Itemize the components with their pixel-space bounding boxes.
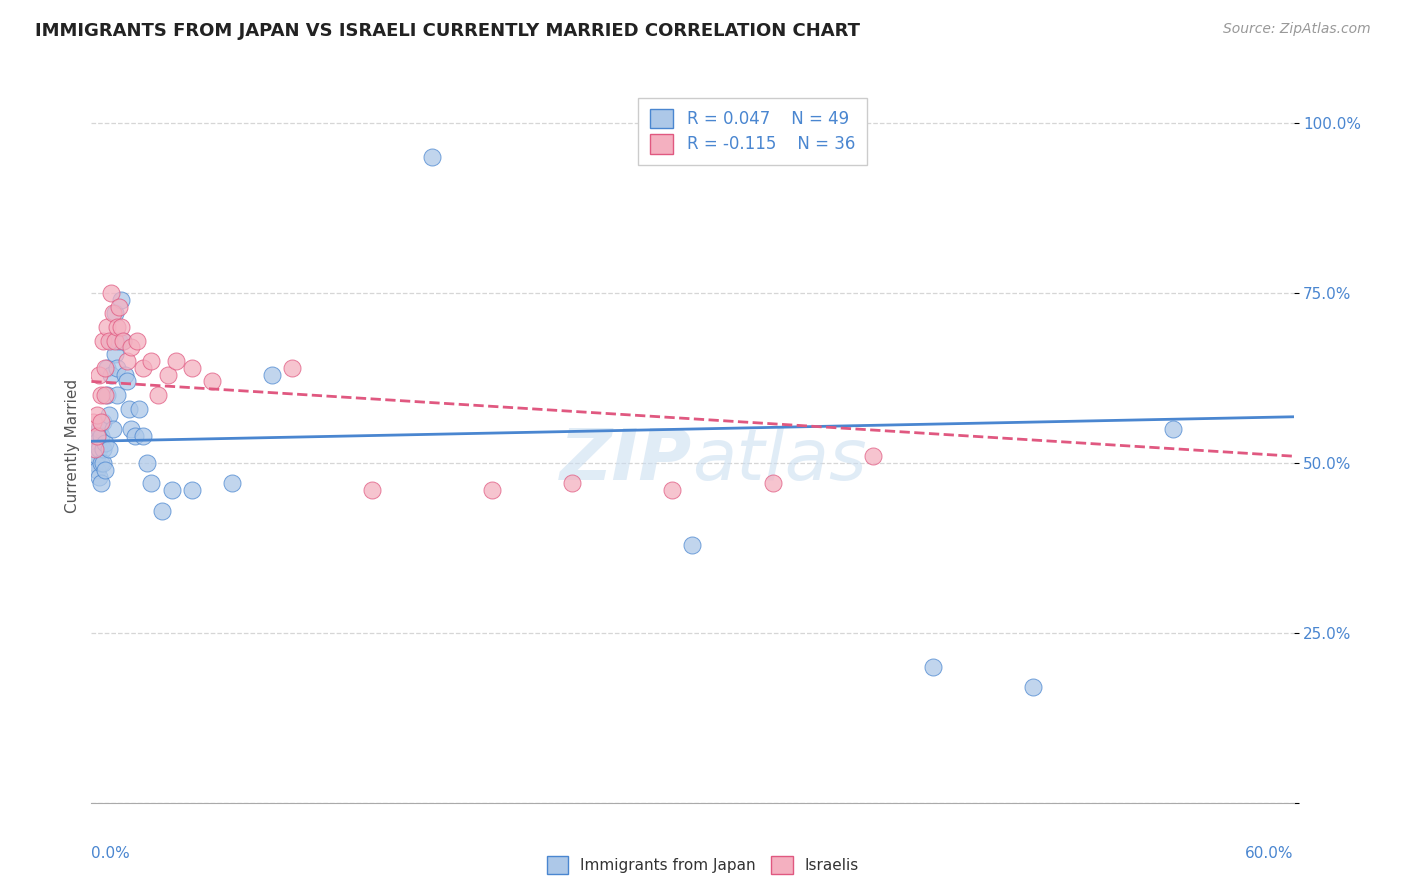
Point bbox=[1022, 680, 1045, 694]
Point bbox=[201, 375, 224, 389]
Point bbox=[108, 300, 131, 314]
Point bbox=[86, 429, 108, 443]
Point bbox=[104, 306, 127, 320]
Point bbox=[117, 375, 139, 389]
Point bbox=[93, 442, 115, 457]
Point bbox=[146, 388, 169, 402]
Text: IMMIGRANTS FROM JAPAN VS ISRAELI CURRENTLY MARRIED CORRELATION CHART: IMMIGRANTS FROM JAPAN VS ISRAELI CURRENT… bbox=[35, 22, 860, 40]
Point bbox=[84, 456, 107, 470]
Point bbox=[94, 463, 117, 477]
Text: ZIP: ZIP bbox=[560, 425, 692, 495]
Legend: Immigrants from Japan, Israelis: Immigrants from Japan, Israelis bbox=[541, 850, 865, 880]
Point bbox=[94, 435, 117, 450]
Point bbox=[118, 401, 141, 416]
Text: 60.0%: 60.0% bbox=[1246, 846, 1294, 861]
Point bbox=[107, 360, 129, 375]
Point bbox=[180, 360, 202, 375]
Point bbox=[90, 476, 112, 491]
Point bbox=[681, 537, 703, 551]
Point bbox=[862, 449, 884, 463]
Point bbox=[89, 442, 111, 457]
Point bbox=[132, 429, 155, 443]
Text: Source: ZipAtlas.com: Source: ZipAtlas.com bbox=[1223, 22, 1371, 37]
Point bbox=[84, 442, 107, 457]
Point bbox=[100, 334, 122, 348]
Point bbox=[89, 469, 111, 483]
Point bbox=[98, 334, 121, 348]
Point bbox=[96, 320, 118, 334]
Point bbox=[107, 388, 129, 402]
Point bbox=[94, 360, 117, 375]
Point bbox=[86, 463, 108, 477]
Point bbox=[98, 442, 121, 457]
Point bbox=[281, 360, 304, 375]
Point bbox=[103, 306, 125, 320]
Point bbox=[117, 354, 139, 368]
Point bbox=[128, 401, 150, 416]
Text: 0.0%: 0.0% bbox=[91, 846, 131, 861]
Point bbox=[360, 483, 382, 498]
Point bbox=[121, 422, 143, 436]
Point bbox=[150, 503, 173, 517]
Point bbox=[90, 456, 112, 470]
Point bbox=[100, 368, 122, 382]
Point bbox=[165, 354, 187, 368]
Point bbox=[481, 483, 503, 498]
Point bbox=[100, 286, 122, 301]
Point bbox=[160, 483, 183, 498]
Point bbox=[561, 476, 583, 491]
Point bbox=[127, 334, 149, 348]
Point bbox=[110, 320, 132, 334]
Point bbox=[114, 368, 136, 382]
Point bbox=[93, 415, 115, 429]
Point bbox=[112, 334, 135, 348]
Point bbox=[104, 334, 127, 348]
Point bbox=[156, 368, 179, 382]
Point bbox=[90, 415, 112, 429]
Point bbox=[121, 341, 143, 355]
Point bbox=[104, 347, 127, 361]
Point bbox=[94, 388, 117, 402]
Point bbox=[124, 429, 146, 443]
Point bbox=[90, 388, 112, 402]
Point bbox=[108, 334, 131, 348]
Point bbox=[86, 409, 108, 423]
Point bbox=[141, 476, 163, 491]
Point bbox=[221, 476, 243, 491]
Point bbox=[89, 422, 111, 436]
Point bbox=[103, 422, 125, 436]
Point bbox=[82, 429, 104, 443]
Point bbox=[180, 483, 202, 498]
Point bbox=[90, 429, 112, 443]
Point bbox=[107, 320, 129, 334]
Point bbox=[922, 660, 945, 674]
Point bbox=[93, 334, 115, 348]
Point bbox=[96, 388, 118, 402]
Point bbox=[762, 476, 785, 491]
Point bbox=[132, 360, 155, 375]
Point bbox=[110, 293, 132, 307]
Point bbox=[89, 368, 111, 382]
Point bbox=[661, 483, 683, 498]
Point bbox=[98, 409, 121, 423]
Point bbox=[86, 449, 108, 463]
Point bbox=[112, 334, 135, 348]
Point bbox=[93, 456, 115, 470]
Point bbox=[136, 456, 159, 470]
Point bbox=[82, 415, 104, 429]
Y-axis label: Currently Married: Currently Married bbox=[65, 379, 80, 513]
Text: atlas: atlas bbox=[692, 425, 868, 495]
Point bbox=[420, 150, 443, 164]
Point bbox=[84, 435, 107, 450]
Point bbox=[1163, 422, 1185, 436]
Point bbox=[260, 368, 283, 382]
Point bbox=[96, 360, 118, 375]
Legend: R = 0.047    N = 49, R = -0.115    N = 36: R = 0.047 N = 49, R = -0.115 N = 36 bbox=[638, 97, 866, 165]
Point bbox=[141, 354, 163, 368]
